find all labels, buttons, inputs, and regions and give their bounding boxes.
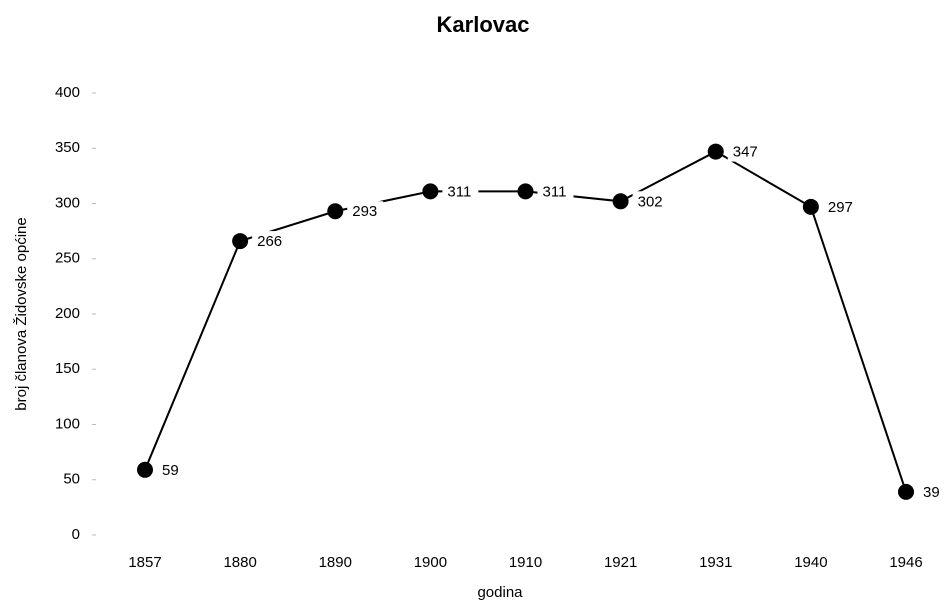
x-tick-label: 1890 [319,554,352,571]
label-bg [157,459,193,480]
y-tick-label: 100 [55,415,80,432]
label-bg [252,231,289,252]
chart-title: Karlovac [437,12,530,37]
series-line [144,150,907,493]
data-label: 59 [162,462,179,479]
marker [232,233,249,250]
marker [612,193,629,210]
data-label: 311 [447,183,471,200]
data-label: 293 [352,203,377,220]
label-bg [822,196,859,217]
data-label: 347 [733,144,758,161]
label-bg [537,181,574,202]
y-tick-label: 50 [63,471,80,488]
x-tick-label: 1910 [509,554,542,571]
x-tick-label: 1931 [699,554,732,571]
y-axis-label: broj članova Židovske općine [13,217,30,410]
x-tick-label: 1857 [128,554,161,571]
label-bg [442,181,479,202]
marker [707,143,724,160]
x-tick-label: 1921 [604,554,637,571]
data-label: 311 [543,183,567,200]
data-label: 266 [257,233,282,250]
x-tick-label: 1900 [414,554,447,571]
x-tick-label: 1880 [223,554,256,571]
y-tick-label: 250 [55,250,80,267]
x-tick-label: 1940 [794,554,827,571]
y-tick-label: 300 [55,194,80,211]
label-bg [347,201,384,222]
y-tick-label: 150 [55,360,80,377]
data-label: 297 [828,199,853,216]
label-bg [632,191,669,212]
y-tick-label: 350 [55,139,80,156]
y-tick-label: 400 [55,84,80,101]
marker [802,198,819,215]
x-tick-label: 1946 [889,554,922,571]
marker [422,183,439,200]
data-label: 39 [923,484,940,501]
label-bg [918,481,949,502]
data-label: 302 [638,193,663,210]
marker [327,203,344,220]
marker [517,183,534,200]
y-tick-label: 200 [55,305,80,322]
marker [898,483,914,500]
label-bg [727,141,764,162]
marker [137,461,153,478]
y-tick-label: 0 [72,526,80,543]
x-axis-label: godina [477,584,523,601]
